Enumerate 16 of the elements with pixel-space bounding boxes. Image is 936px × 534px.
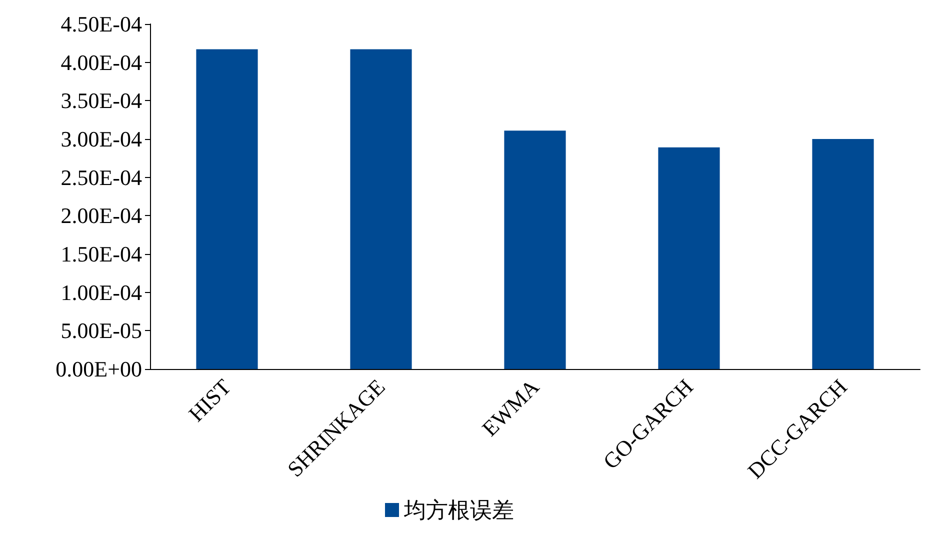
bar	[504, 130, 566, 369]
bar	[196, 49, 258, 369]
y-tick-label: 5.00E-05	[60, 318, 142, 344]
bar	[658, 147, 720, 369]
y-tick-label: 2.50E-04	[60, 164, 142, 190]
y-tick-label: 1.50E-04	[60, 242, 142, 266]
y-tick-label: 2.00E-04	[60, 203, 142, 228]
y-tick-label: 0.00E+00	[56, 356, 142, 382]
y-tick-label: 3.50E-04	[60, 88, 142, 114]
bar	[812, 139, 874, 369]
y-tick-label: 1.00E-04	[60, 280, 142, 305]
y-tick-label: 4.00E-04	[60, 50, 142, 75]
bar	[350, 49, 412, 369]
y-tick-label: 3.00E-04	[60, 126, 142, 152]
y-tick-label: 4.50E-04	[60, 12, 142, 36]
legend-label: 均方根误差	[403, 498, 514, 522]
